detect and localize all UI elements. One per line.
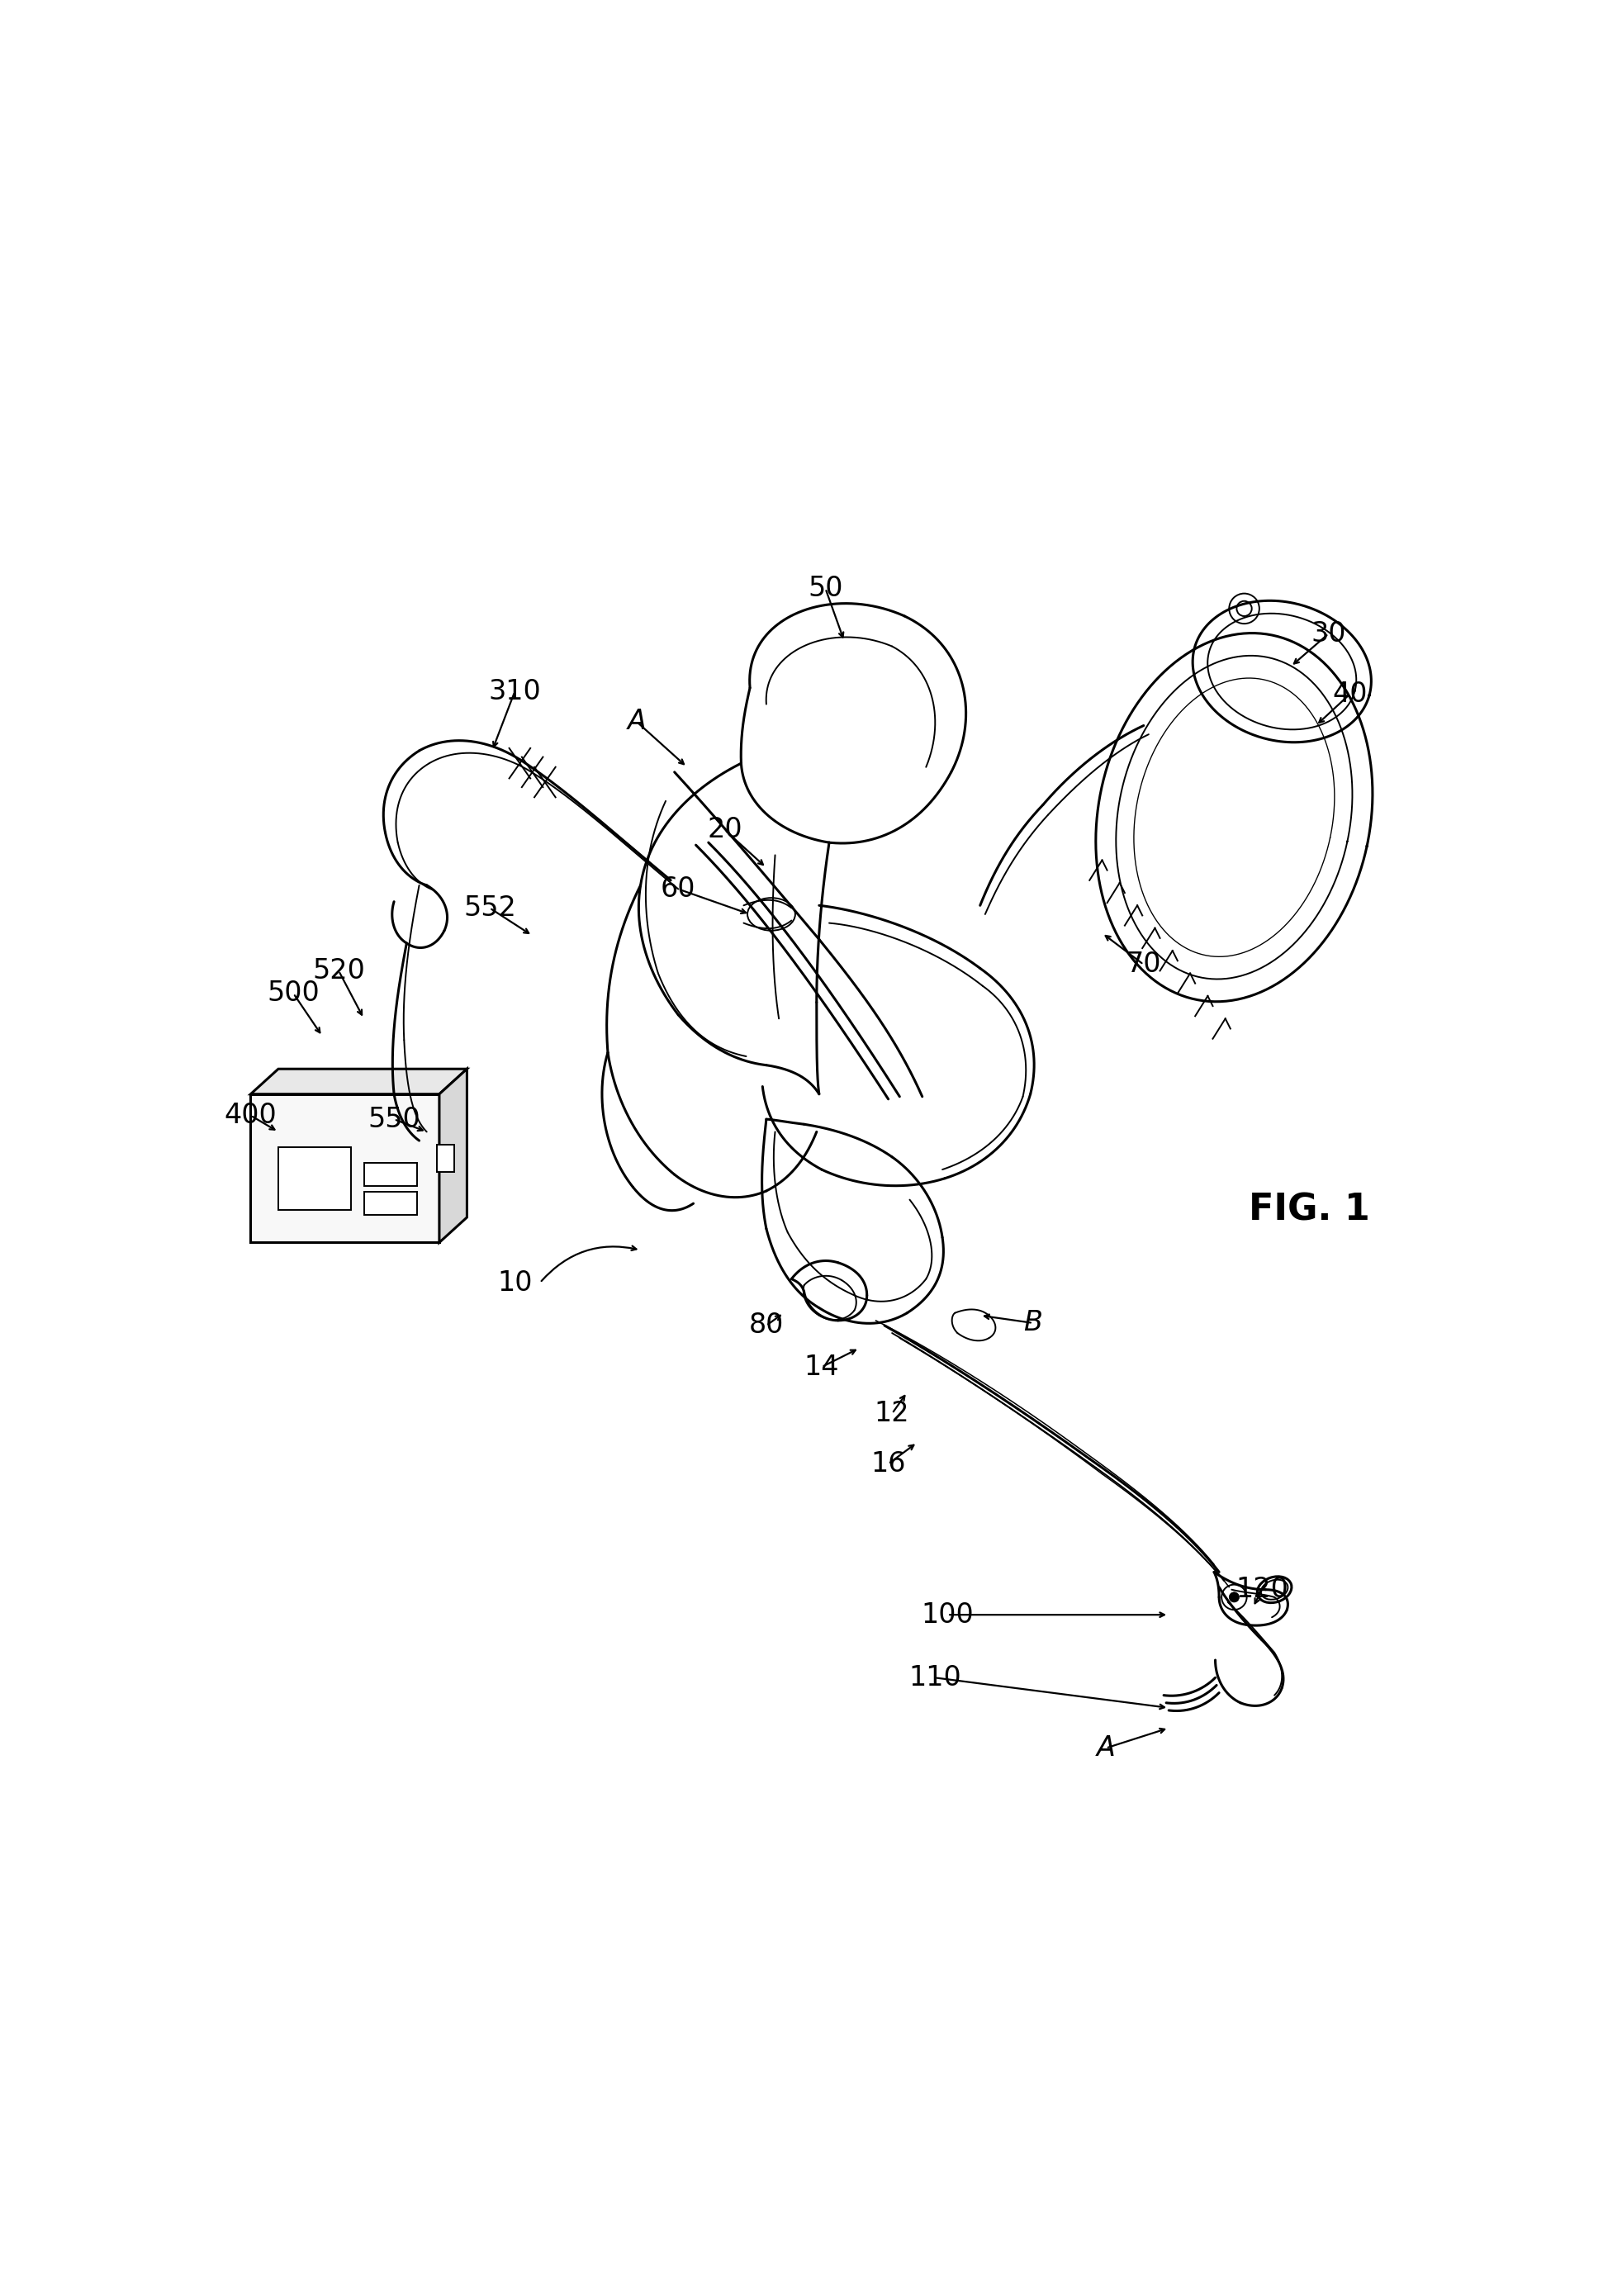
- Text: 520: 520: [311, 957, 365, 985]
- FancyBboxPatch shape: [250, 1095, 440, 1242]
- Circle shape: [1228, 1591, 1239, 1603]
- Text: 50: 50: [808, 574, 842, 602]
- Text: 10: 10: [496, 1270, 532, 1297]
- Text: 80: 80: [748, 1311, 783, 1339]
- Text: 16: 16: [871, 1451, 905, 1479]
- Text: A: A: [1096, 1733, 1114, 1761]
- FancyBboxPatch shape: [363, 1192, 417, 1215]
- Polygon shape: [250, 1070, 467, 1095]
- Text: A: A: [628, 707, 646, 735]
- Text: 552: 552: [462, 895, 516, 921]
- Text: 400: 400: [224, 1102, 277, 1130]
- Text: 14: 14: [803, 1352, 839, 1380]
- Text: 100: 100: [921, 1600, 973, 1628]
- FancyBboxPatch shape: [436, 1143, 454, 1171]
- Text: 500: 500: [268, 980, 320, 1008]
- Text: B: B: [1023, 1309, 1041, 1336]
- Text: 120: 120: [1234, 1575, 1288, 1603]
- Text: 70: 70: [1126, 951, 1161, 978]
- Text: 12: 12: [874, 1401, 910, 1428]
- Text: 30: 30: [1311, 620, 1345, 647]
- Text: 20: 20: [707, 817, 741, 843]
- Text: 40: 40: [1332, 680, 1367, 707]
- FancyBboxPatch shape: [279, 1148, 350, 1210]
- Polygon shape: [440, 1070, 467, 1242]
- Text: 110: 110: [908, 1665, 960, 1692]
- Text: 550: 550: [368, 1107, 420, 1132]
- Text: 60: 60: [660, 875, 696, 902]
- Text: 310: 310: [488, 677, 540, 705]
- FancyBboxPatch shape: [363, 1164, 417, 1187]
- Text: FIG. 1: FIG. 1: [1249, 1192, 1369, 1228]
